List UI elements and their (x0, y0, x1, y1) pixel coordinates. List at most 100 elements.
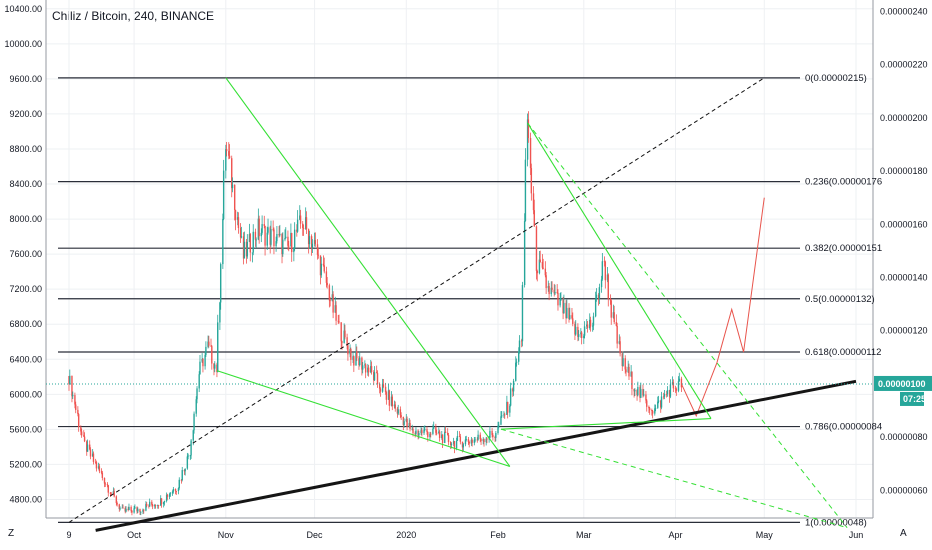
candle-body (426, 429, 428, 432)
candle-body (447, 434, 450, 443)
candle-body (489, 430, 491, 438)
candle-body (211, 346, 213, 364)
candle-body (538, 259, 541, 274)
candle-body (109, 492, 112, 494)
candle-body (553, 289, 555, 294)
candle-body (554, 292, 556, 294)
candle-body (671, 382, 674, 385)
candle-body (290, 232, 293, 253)
candle-body (276, 234, 278, 242)
x-tick-label: Oct (127, 530, 142, 540)
diagonal-dashed-line[interactable] (68, 77, 765, 523)
candle-body (160, 498, 162, 506)
candle-body (231, 158, 233, 189)
candle-body (523, 221, 526, 286)
candle-body (548, 286, 550, 295)
fib-level-label: 0.618(0.00000112 (805, 347, 881, 358)
green-triangle-upper[interactable] (225, 77, 511, 467)
candle-body (347, 345, 349, 355)
candle-body (136, 507, 138, 512)
green-dashed-upper[interactable] (527, 122, 848, 529)
candle-body (598, 287, 601, 299)
candle-body (210, 345, 212, 347)
candle-body (530, 168, 533, 194)
candle-body (427, 431, 429, 437)
projection-line[interactable] (680, 197, 765, 418)
price-series (68, 111, 683, 516)
x-tick-label: Dec (307, 530, 324, 540)
y-right-tick-label: 0.00000120 (880, 326, 928, 336)
candle-body (181, 470, 183, 481)
candle-body (332, 294, 334, 313)
candle-body (359, 357, 361, 365)
candle-body (304, 217, 307, 229)
y-right-tick-label: 0.00000180 (880, 166, 928, 176)
candle-body (665, 393, 668, 395)
axes: 9 Oct Nov Dec 2020 Feb Mar Apr May Jun 4800.00 5200… (4, 0, 928, 540)
green-wedge-lower[interactable] (500, 418, 712, 430)
candle-body (311, 243, 314, 248)
candle-body (72, 395, 74, 397)
candle-body (233, 184, 236, 210)
candle-body (310, 236, 313, 248)
candle-body (639, 387, 641, 398)
green-wedge-upper[interactable] (527, 122, 712, 419)
y-right-tick-label: 0.00000220 (880, 60, 928, 70)
candle-body (479, 434, 481, 440)
candle-body (269, 227, 271, 245)
timezone-button[interactable]: Z (8, 528, 15, 539)
candle-body (199, 361, 201, 375)
candle-body (421, 430, 423, 434)
candle-body (506, 401, 509, 413)
candle-body (302, 223, 304, 228)
candle-body (476, 439, 478, 441)
candle-body (172, 489, 175, 492)
drawings[interactable] (68, 77, 857, 532)
candle-body (607, 274, 609, 299)
candle-body (184, 468, 186, 472)
green-dashed-lower[interactable] (500, 428, 848, 529)
candle-body (214, 364, 216, 369)
candle-body (281, 233, 283, 255)
candle-body (619, 341, 621, 354)
fib-level-label: 0.236(0.00000176 (805, 177, 882, 188)
candle-body (589, 319, 592, 327)
candle-body (563, 302, 565, 314)
auto-scale-button[interactable]: A (900, 528, 907, 539)
candle-body (604, 261, 607, 281)
candle-body (178, 479, 180, 489)
candle-body (125, 508, 127, 512)
candle-body (118, 504, 120, 509)
candle-body (237, 217, 240, 229)
y-right-tick-label: 0.00000160 (880, 219, 928, 229)
candle-body (190, 440, 192, 456)
candle-body (387, 390, 390, 400)
candle-body (350, 348, 352, 360)
candle-body (213, 363, 215, 369)
candle-body (266, 232, 268, 246)
green-triangle-lower[interactable] (216, 370, 511, 467)
candle-body (92, 453, 95, 462)
candle-body (353, 356, 355, 366)
candle-body (296, 229, 298, 232)
candle-body (409, 422, 411, 429)
y-left-tick-label: 5600.00 (9, 424, 42, 434)
candle-body (169, 493, 172, 495)
candle-body (358, 358, 360, 365)
candle-body (645, 394, 647, 401)
y-left-tick-label: 8800.00 (9, 144, 42, 154)
candle-body (343, 330, 345, 343)
candle-body (610, 300, 612, 318)
fib-retracement[interactable]: 0(0.00000215) 0.236(0.00000176 0.382(0.000… (58, 73, 882, 529)
candle-body (275, 241, 277, 247)
candle-body (381, 384, 384, 392)
candle-body (146, 504, 148, 506)
current-price-value: 0.00000100 (878, 379, 926, 389)
candle-body (637, 387, 639, 396)
candle-body (296, 219, 299, 232)
candle-body (208, 341, 210, 346)
candle-body (249, 234, 251, 253)
candle-body (539, 259, 541, 263)
candle-body (621, 353, 623, 367)
